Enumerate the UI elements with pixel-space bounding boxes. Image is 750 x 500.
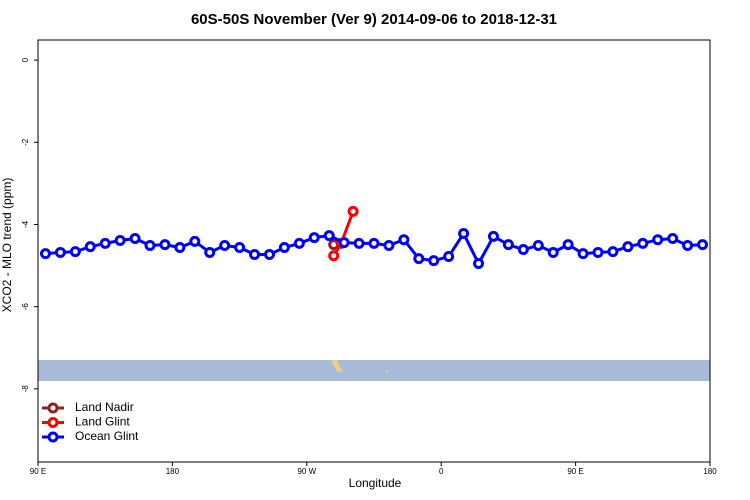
data-point — [84, 241, 96, 253]
legend-marker — [47, 417, 59, 428]
data-point — [338, 237, 350, 249]
data-point — [547, 246, 559, 258]
data-point — [204, 246, 216, 258]
data-point — [368, 237, 380, 249]
legend-label: Land Glint — [75, 415, 130, 429]
x-tick-label: 180 — [703, 467, 717, 476]
data-point — [174, 242, 186, 254]
x-tick-label: 90 W — [297, 467, 316, 476]
data-point — [99, 237, 111, 249]
data-point — [443, 251, 455, 263]
legend-label: Land Nadir — [75, 400, 134, 414]
data-point — [458, 228, 470, 240]
data-point — [473, 258, 485, 270]
data-point — [234, 242, 246, 254]
x-tick-label: 0 — [439, 467, 444, 476]
data-point — [487, 230, 499, 242]
data-point — [652, 234, 664, 246]
y-tick-label: 0 — [21, 57, 30, 62]
data-point — [308, 232, 320, 244]
data-point — [607, 246, 619, 258]
data-point — [577, 248, 589, 260]
data-point — [398, 234, 410, 246]
legend-label: Ocean Glint — [75, 429, 139, 443]
legend-marker — [47, 431, 59, 443]
data-point — [622, 241, 634, 253]
data-point — [682, 239, 694, 251]
data-point — [562, 239, 574, 251]
data-point — [114, 235, 126, 247]
data-point — [667, 232, 679, 244]
data-point — [517, 244, 529, 256]
data-point — [69, 246, 81, 258]
data-point — [263, 248, 275, 260]
data-point — [293, 237, 305, 249]
data-point — [129, 232, 141, 244]
data-point — [144, 239, 156, 251]
y-tick-label: -4 — [21, 220, 30, 228]
data-point — [532, 239, 544, 251]
x-tick-label: 180 — [166, 467, 180, 476]
legend-marker — [47, 402, 59, 414]
land-patch — [386, 370, 388, 372]
data-point — [502, 239, 514, 251]
data-point — [697, 239, 709, 251]
data-point — [413, 253, 425, 265]
y-axis-label: XCO2 - MLO trend (ppm) — [0, 178, 14, 313]
data-point — [278, 242, 290, 254]
x-axis-label: Longitude — [349, 476, 402, 490]
x-tick-label: 90 E — [567, 467, 583, 476]
data-point — [219, 239, 231, 251]
y-tick-label: -2 — [21, 138, 30, 146]
plot-frame — [37, 39, 711, 463]
map-strip — [38, 360, 710, 381]
data-point — [592, 246, 604, 258]
land-patch — [331, 360, 343, 372]
chart-title: 60S-50S November (Ver 9) 2014-09-06 to 2… — [191, 11, 557, 28]
data-point — [249, 248, 261, 260]
data-point — [637, 237, 649, 249]
data-point — [428, 255, 440, 267]
data-point — [159, 239, 171, 251]
data-point — [189, 235, 201, 247]
data-point — [347, 205, 359, 217]
y-tick-label: -8 — [21, 385, 30, 393]
data-point — [353, 237, 365, 249]
data-point — [328, 250, 340, 262]
x-tick-label: 90 E — [30, 467, 46, 476]
data-point — [383, 239, 395, 251]
data-point — [54, 246, 66, 258]
data-point — [323, 230, 335, 242]
y-tick-label: -6 — [21, 303, 30, 311]
data-point — [39, 248, 51, 260]
